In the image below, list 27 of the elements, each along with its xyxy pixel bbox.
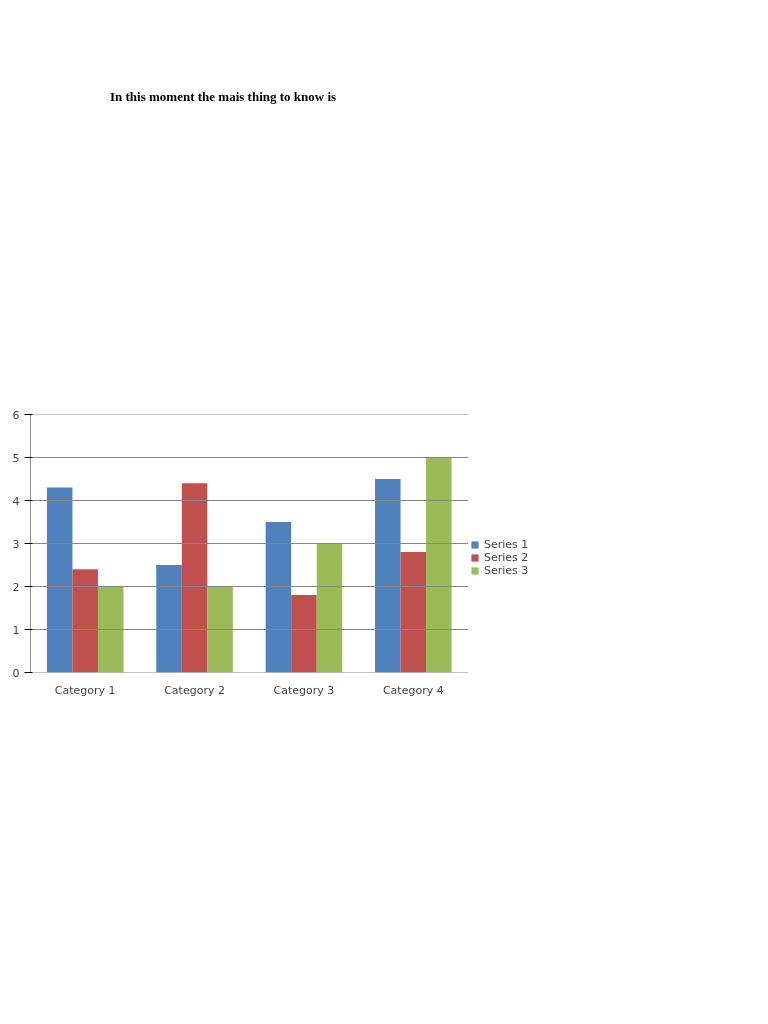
- y-tick-label: 6: [12, 408, 20, 422]
- x-tick-label: Category 2: [164, 683, 225, 697]
- legend-label: Series 2: [484, 550, 529, 564]
- bar: [207, 586, 233, 673]
- x-tick-label: Category 3: [273, 683, 335, 697]
- bar: [426, 457, 452, 673]
- bar: [375, 478, 401, 673]
- x-tick-label: Category 1: [54, 683, 116, 697]
- bar: [400, 551, 427, 673]
- legend-label: Series 1: [484, 537, 529, 551]
- bar: [291, 594, 317, 673]
- bar: [181, 482, 208, 673]
- y-tick-label: 4: [12, 494, 20, 508]
- legend-label: Series 3: [484, 563, 529, 577]
- bar: [46, 487, 73, 673]
- bar: [72, 568, 98, 673]
- y-tick-label: 5: [12, 451, 20, 465]
- bar: [156, 564, 182, 673]
- chart-title: In this moment the mais thing to know is: [110, 88, 337, 106]
- bar: [265, 521, 292, 673]
- y-tick-label: 0: [12, 666, 20, 680]
- x-tick-label: Category 4: [382, 683, 444, 697]
- y-tick-label: 2: [12, 580, 20, 594]
- y-tick-label: 3: [12, 537, 20, 551]
- y-tick-label: 1: [12, 623, 20, 637]
- bar: [316, 543, 343, 673]
- bar: [97, 586, 124, 673]
